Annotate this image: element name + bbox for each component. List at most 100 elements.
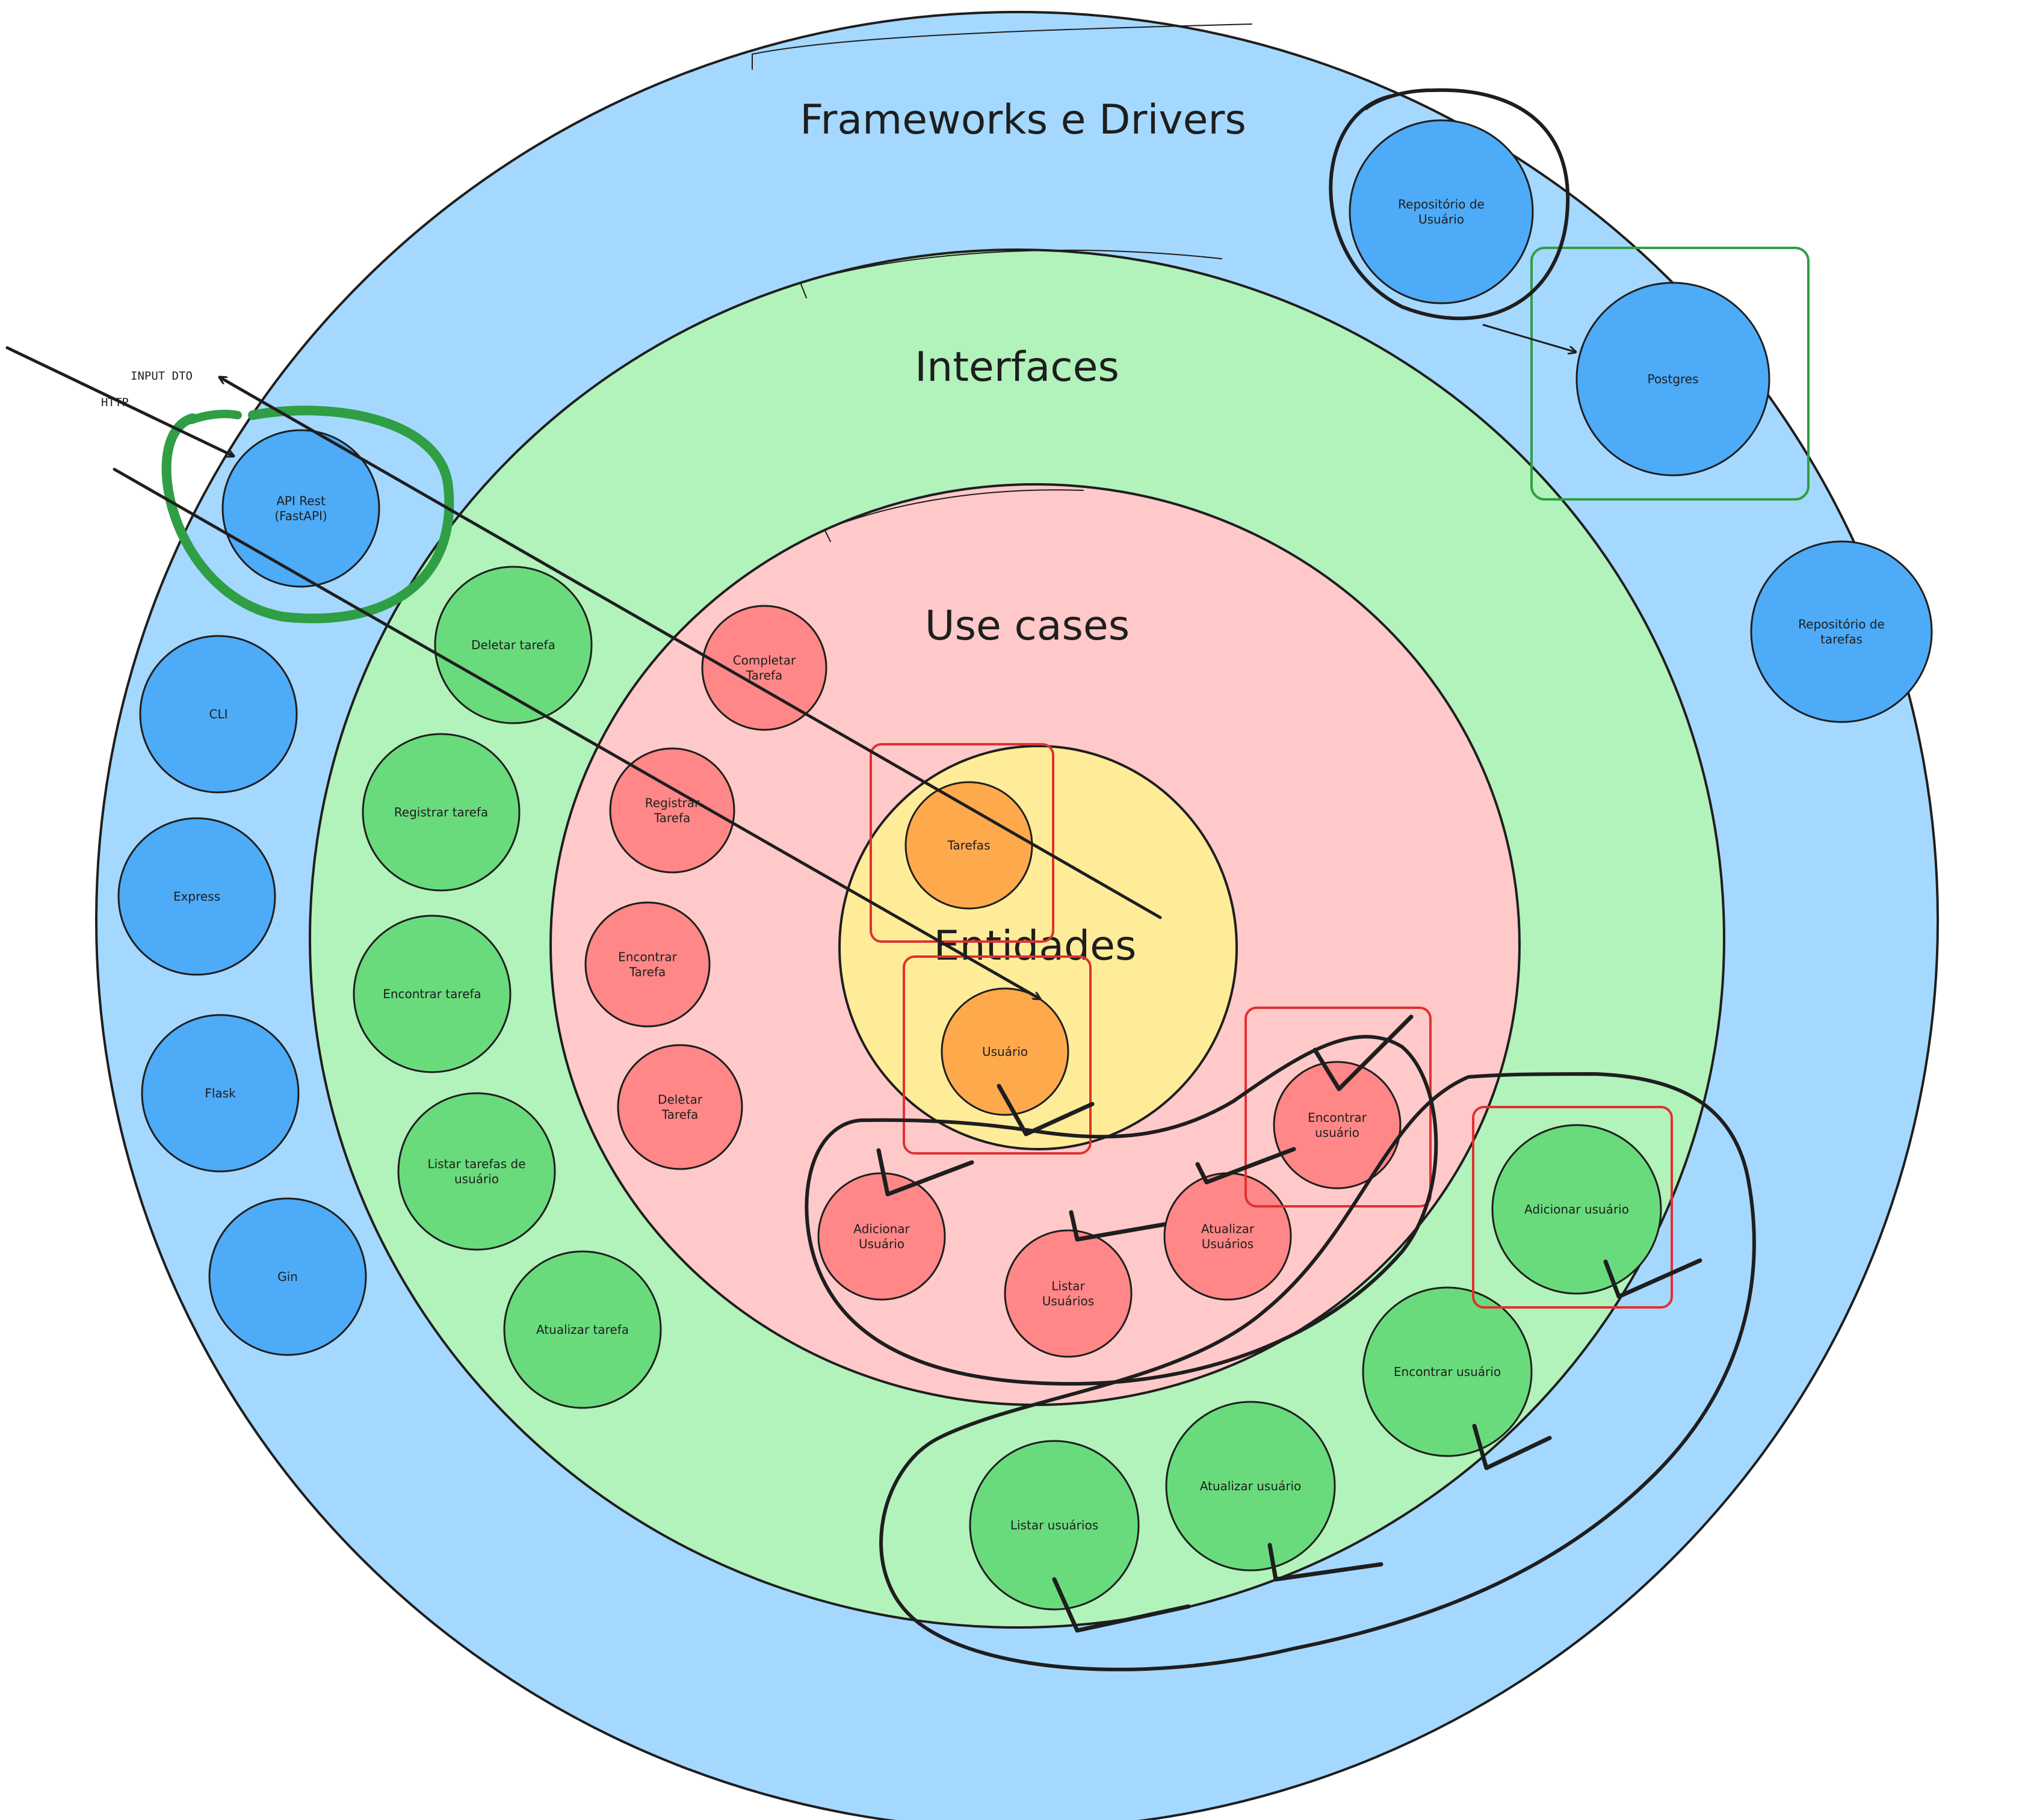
node-label-line: Deletar [658,1093,703,1107]
sketch-mark [752,23,1252,70]
node-label: Repositório de tarefas [1798,617,1885,647]
node-label-line: Encontrar [1308,1111,1367,1125]
node-usecase-completar-tarefa: Completar Tarefa [701,605,827,731]
entities-layer-title: Entidades [934,922,1137,970]
node-label-line: Usuário [859,1237,904,1251]
sketch-lasso [879,1072,1756,1671]
check-mark [1472,1424,1552,1470]
node-label: Listar tarefas de usuário [427,1157,525,1186]
node-flask: Flask [141,1014,300,1173]
node-label: Usuário [982,1044,1028,1059]
node-label-line: Encontrar [618,950,678,964]
node-label-line: Encontrar tarefa [383,987,481,1001]
node-label-line: Listar usuários [1010,1518,1098,1532]
node-label: Repositório de Usuário [1398,197,1485,227]
node-usecase-listar-usuarios: Listar Usuários [1004,1229,1133,1358]
node-label: Flask [205,1086,236,1100]
check-mark [1312,1014,1414,1091]
node-label: Encontrar Tarefa [618,950,678,979]
node-label-line: Listar [1051,1279,1085,1294]
node-interface-listar-tarefas-usuario: Listar tarefas de usuário [397,1092,556,1251]
node-label: Registrar tarefa [394,805,488,819]
highlight-box-red [1472,1106,1673,1309]
node-label-line: Postgres [1647,372,1698,386]
node-label: Encontrar tarefa [383,987,481,1001]
node-label: Registrar Tarefa [645,796,700,825]
node-label: Express [173,889,220,904]
node-label: Adicionar Usuário [853,1222,910,1251]
node-label-line: Usuário [982,1044,1028,1059]
node-interface-encontrar-usuario: Encontrar usuário [1362,1286,1533,1457]
node-label: API Rest (FastAPI) [274,494,327,523]
check-mark [1195,1147,1296,1185]
node-interface-listar-usuarios: Listar usuários [969,1440,1140,1611]
node-interface-registrar-tarefa: Registrar tarefa [362,733,521,892]
highlight-circle-green [187,410,242,424]
node-interface-atualizar-tarefa: Atualizar tarefa [503,1250,662,1409]
node-label: Gin [277,1269,298,1284]
node-label-line: Tarefas [947,838,991,853]
arrow-repo-to-postgres [1482,324,1575,352]
check-mark [1603,1258,1702,1299]
node-interface-adicionar-usuario: Adicionar usuário [1491,1124,1662,1295]
node-label: Tarefas [947,838,991,853]
node-label: Postgres [1647,372,1698,386]
highlight-circle-green [161,406,454,623]
node-usecase-atualizar-usuarios: Atualizar Usuários [1163,1172,1292,1301]
highlight-box-red [870,743,1054,943]
node-label-line: Encontrar usuário [1394,1365,1501,1379]
node-label: Deletar Tarefa [658,1093,703,1122]
arrow-input-dto [220,377,1162,919]
check-mark [876,1148,974,1197]
node-label-line: Express [173,889,220,904]
node-express: Express [117,817,276,976]
node-label-line: Repositório de [1798,617,1885,632]
node-label-line: Atualizar usuário [1200,1479,1302,1493]
highlight-box-red [1244,1007,1432,1208]
node-label-line: Atualizar [1201,1222,1255,1236]
node-interface-deletar-tarefa: Deletar tarefa [434,566,593,724]
check-mark [997,1084,1095,1137]
node-label-line: Repositório de [1398,197,1485,212]
node-label: Deletar tarefa [471,638,555,652]
node-usecase-deletar-tarefa: Deletar Tarefa [617,1044,743,1170]
node-label-line: API Rest [276,494,326,508]
node-postgres: Postgres [1575,282,1770,477]
arrow-label-input-dto: INPUT DTO [131,369,193,383]
node-label-line: Tarefa [654,811,691,825]
node-entity-usuario: Usuário [941,987,1069,1116]
node-label-line: Completar [733,653,796,668]
node-label: CLI [209,707,227,721]
node-label: Atualizar tarefa [536,1322,629,1337]
node-label-line: Flask [205,1086,236,1100]
node-label: Encontrar usuário [1394,1365,1501,1379]
arrow-http [5,346,233,456]
sketch-mark [824,489,1084,542]
arrow-to-usuario [113,467,1040,999]
node-label: Atualizar Usuários [1201,1222,1255,1251]
highlight-box-red [903,955,1092,1155]
node-label-line: Tarefa [661,1108,699,1122]
node-label-line: (FastAPI) [274,509,327,523]
node-label: Listar Usuários [1042,1279,1094,1309]
node-label-line: Atualizar tarefa [536,1322,629,1337]
interfaces-layer-title: Interfaces [915,344,1119,391]
node-entity-tarefas: Tarefas [904,781,1033,910]
highlight-box-green [1530,247,1810,501]
check-mark [1267,1543,1384,1582]
node-label-line: Usuários [1202,1237,1254,1251]
node-label-line: Registrar tarefa [394,805,488,819]
node-label-line: Usuário [1418,212,1464,227]
check-mark [1069,1210,1167,1242]
sketch-loop [1329,88,1570,321]
node-usecase-adicionar-usuario: Adicionar Usuário [817,1172,946,1301]
node-label: Listar usuários [1010,1518,1098,1532]
check-mark [1052,1577,1191,1633]
node-api-rest: API Rest (FastAPI) [221,429,380,588]
sketch-mark [800,249,1222,298]
node-label-line: Deletar tarefa [471,638,555,652]
sketch-lasso [805,1035,1438,1386]
node-label-line: Gin [277,1269,298,1284]
node-label-line: Adicionar usuário [1524,1202,1629,1217]
